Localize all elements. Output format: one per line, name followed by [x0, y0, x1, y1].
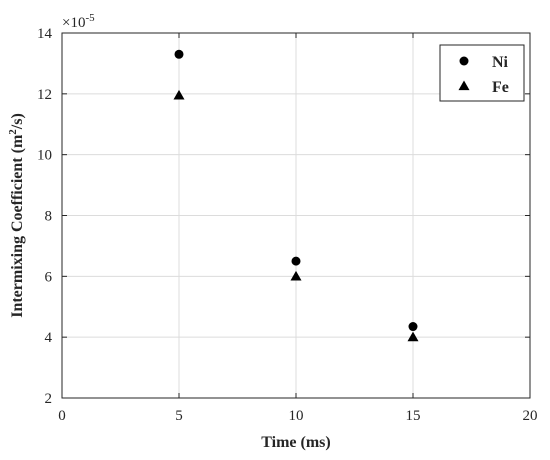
y-axis-label: Intermixing Coefficient (m2/s): [7, 113, 26, 318]
y-tick-label: 14: [37, 26, 53, 42]
legend-label-fe: Fe: [492, 79, 509, 96]
legend-marker-fe: [458, 80, 470, 91]
data-points: [173, 49, 419, 342]
x-tick-label: 15: [406, 408, 421, 424]
y-tick-label: 4: [45, 330, 53, 346]
legend-label-ni: Ni: [492, 54, 509, 71]
x-tick-label: 10: [289, 408, 304, 424]
x-tick-label: 5: [175, 408, 183, 424]
data-point-ni: [291, 256, 301, 266]
y-tick-label: 6: [45, 269, 53, 285]
data-point-ni: [174, 49, 184, 59]
y-tick-label: 12: [37, 87, 52, 103]
legend: Ni Fe: [439, 44, 525, 102]
data-point-ni: [408, 322, 418, 332]
ticks: 0 5 10 15 20 2 4 6 8 10 12 14: [37, 26, 538, 424]
x-axis-label: Time (ms): [261, 434, 330, 451]
y-tick-label: 10: [37, 148, 52, 164]
y-tick-label: 8: [45, 209, 53, 225]
x-tick-label: 20: [523, 408, 538, 424]
legend-marker-ni: [459, 56, 469, 66]
x-tick-label: 0: [58, 408, 66, 424]
legend-box: [439, 44, 525, 102]
data-point-fe: [290, 270, 302, 281]
y-tick-label: 2: [45, 391, 53, 407]
y-multiplier-label: ×10-5: [62, 12, 95, 31]
data-point-fe: [173, 89, 185, 100]
data-point-fe: [407, 331, 419, 342]
